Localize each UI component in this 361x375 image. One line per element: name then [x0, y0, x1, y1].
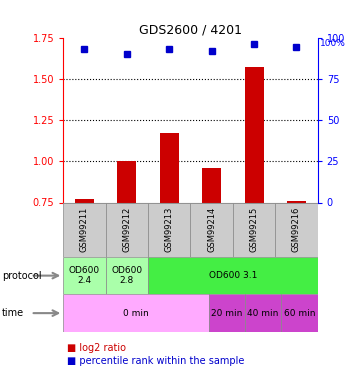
Text: GSM99215: GSM99215 [249, 207, 258, 252]
Bar [275, 202, 318, 257]
Bar [191, 202, 233, 257]
Bar [105, 257, 148, 294]
Bar [63, 294, 209, 332]
Text: GSM99211: GSM99211 [80, 207, 89, 252]
Bar [281, 294, 318, 332]
Bar [160, 133, 179, 202]
Text: GSM99216: GSM99216 [292, 207, 301, 252]
Bar [233, 202, 275, 257]
Bar [148, 202, 191, 257]
Text: ■ percentile rank within the sample: ■ percentile rank within the sample [67, 356, 244, 366]
Text: GSM99212: GSM99212 [122, 207, 131, 252]
Text: 20 min: 20 min [211, 309, 243, 318]
Bar [105, 202, 148, 257]
Text: GSM99214: GSM99214 [207, 207, 216, 252]
Text: 40 min: 40 min [247, 309, 279, 318]
Bar [63, 257, 105, 294]
Text: protocol: protocol [2, 271, 42, 280]
Text: time: time [2, 308, 24, 318]
Text: OD600 3.1: OD600 3.1 [209, 271, 257, 280]
Bar [244, 67, 264, 203]
Bar [63, 202, 105, 257]
Bar [287, 201, 306, 202]
Bar [75, 199, 94, 202]
Text: ■ log2 ratio: ■ log2 ratio [67, 343, 126, 353]
Bar [202, 168, 221, 202]
Bar [245, 294, 281, 332]
Text: OD600
2.4: OD600 2.4 [69, 266, 100, 285]
Text: 60 min: 60 min [284, 309, 315, 318]
Text: OD600
2.8: OD600 2.8 [111, 266, 142, 285]
Text: 100%: 100% [319, 39, 345, 48]
Bar [209, 294, 245, 332]
Title: GDS2600 / 4201: GDS2600 / 4201 [139, 23, 242, 36]
Bar [148, 257, 318, 294]
Bar [117, 161, 136, 202]
Text: GSM99213: GSM99213 [165, 207, 174, 252]
Text: 0 min: 0 min [123, 309, 149, 318]
